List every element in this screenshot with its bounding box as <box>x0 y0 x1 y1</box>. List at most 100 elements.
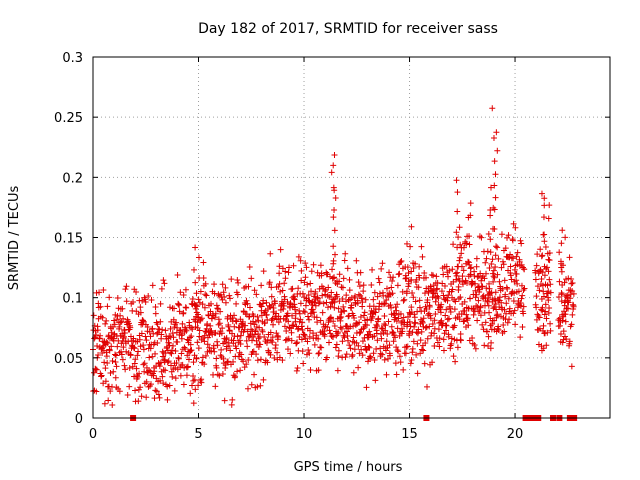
data-point <box>382 327 389 334</box>
data-point <box>103 353 110 360</box>
data-point <box>188 347 195 354</box>
data-point <box>275 319 282 326</box>
data-point <box>99 314 106 321</box>
data-point <box>447 309 454 316</box>
data-point <box>562 311 569 318</box>
data-point <box>451 336 458 343</box>
data-point <box>544 290 551 297</box>
data-point <box>219 296 226 303</box>
data-point <box>336 298 343 305</box>
data-point <box>493 243 500 250</box>
data-point <box>117 319 124 326</box>
data-point <box>387 302 394 309</box>
data-point <box>384 331 391 338</box>
data-point <box>190 400 197 407</box>
data-point <box>307 327 314 334</box>
data-point <box>427 315 434 322</box>
data-point <box>273 330 280 337</box>
data-point <box>227 347 234 354</box>
data-point <box>395 315 402 322</box>
data-point <box>121 362 128 369</box>
data-point <box>269 334 276 341</box>
data-point <box>192 279 199 286</box>
data-point <box>184 363 191 370</box>
data-point <box>195 296 202 303</box>
data-point <box>219 370 226 377</box>
data-point <box>91 369 98 376</box>
data-point <box>431 330 438 337</box>
data-point <box>304 313 311 320</box>
data-point <box>246 264 253 271</box>
data-point <box>434 285 441 292</box>
data-point <box>113 352 120 359</box>
data-point <box>403 275 410 282</box>
data-point <box>180 381 187 388</box>
data-point <box>324 324 331 331</box>
data-point <box>299 327 306 334</box>
data-point <box>297 257 304 264</box>
data-point <box>176 308 183 315</box>
data-point <box>225 323 232 330</box>
y-tick-label: 0.25 <box>54 111 83 126</box>
data-point <box>422 274 429 281</box>
data-point <box>541 311 548 318</box>
data-point <box>240 358 247 365</box>
data-point <box>392 360 399 367</box>
data-point <box>409 349 416 356</box>
data-point <box>463 240 470 247</box>
data-point <box>558 240 565 247</box>
data-point <box>479 283 486 290</box>
data-point <box>177 372 184 379</box>
data-point <box>511 266 518 273</box>
data-point <box>501 328 508 335</box>
data-point <box>398 325 405 332</box>
data-point <box>487 236 494 243</box>
data-point <box>276 280 283 287</box>
data-point <box>547 281 554 288</box>
data-point <box>378 265 385 272</box>
data-point <box>309 306 316 313</box>
data-point <box>311 299 318 306</box>
data-point <box>177 289 184 296</box>
data-point <box>542 301 549 308</box>
data-point <box>567 295 574 302</box>
data-point <box>339 296 346 303</box>
data-point <box>204 341 211 348</box>
data-point <box>367 353 374 360</box>
data-point <box>532 276 539 283</box>
data-point <box>355 291 362 298</box>
data-point <box>109 357 116 364</box>
data-point <box>187 341 194 348</box>
data-point <box>258 303 265 310</box>
data-point <box>302 302 309 309</box>
data-point <box>332 251 338 258</box>
data-point <box>101 359 108 366</box>
data-point <box>161 280 168 287</box>
data-point <box>147 345 154 352</box>
data-point <box>221 397 228 404</box>
data-point <box>464 279 471 286</box>
data-point <box>456 316 463 323</box>
data-point <box>476 286 483 293</box>
data-point <box>454 208 461 215</box>
data-point <box>272 345 279 352</box>
data-point <box>540 214 547 221</box>
data-point <box>559 227 566 234</box>
data-point <box>224 358 231 365</box>
data-point <box>419 318 426 325</box>
data-point <box>208 327 215 334</box>
data-point <box>198 315 205 322</box>
data-point <box>116 388 123 395</box>
data-point <box>282 275 289 282</box>
data-point <box>143 337 150 344</box>
data-point <box>297 300 304 307</box>
data-point <box>191 376 198 383</box>
data-point <box>400 297 407 304</box>
data-point <box>373 346 380 353</box>
data-point <box>298 277 305 284</box>
data-point <box>545 256 552 263</box>
data-point <box>394 347 401 354</box>
data-point <box>110 368 117 375</box>
data-point <box>232 317 239 324</box>
data-point <box>288 329 295 336</box>
